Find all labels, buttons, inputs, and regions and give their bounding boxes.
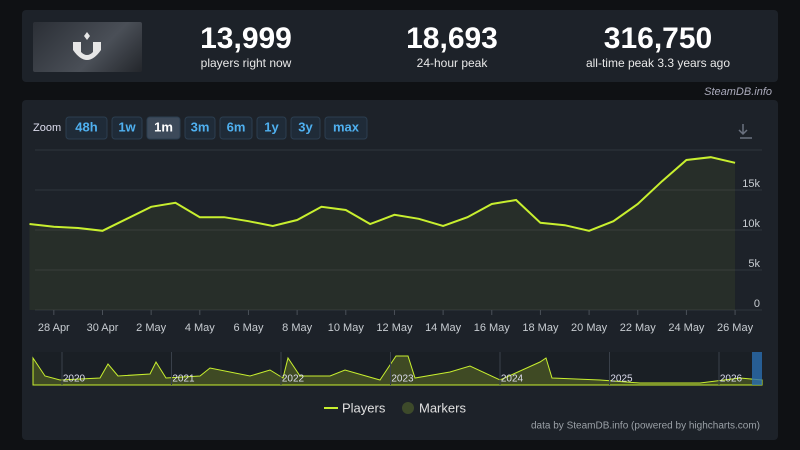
stat-value: 316,750 [603, 22, 713, 55]
zoom-button[interactable] [256, 116, 287, 140]
zoom-option[interactable]: max [333, 119, 360, 134]
zoom-option[interactable]: 3m [191, 119, 210, 134]
navigator-years: 2020 2021 2022 2023 2024 2025 2026 [61, 352, 743, 385]
zoom-option[interactable]: 3y [298, 119, 313, 134]
year-label: 2022 [282, 374, 305, 385]
x-tick-label: 24 May [668, 322, 705, 334]
x-tick-label: 8 May [282, 322, 312, 334]
zoom-button[interactable] [219, 116, 253, 140]
download-icon[interactable] [738, 124, 752, 139]
series-area [29, 157, 736, 310]
x-tick-label: 16 May [474, 322, 511, 334]
stat: 18,693 24-hour peak [352, 22, 552, 70]
zoom-option[interactable]: 6m [227, 119, 246, 134]
stats-card [22, 10, 778, 82]
y-tick-label: 5k [748, 258, 760, 270]
stat-label: 24-hour peak [416, 56, 488, 70]
navigator-handle[interactable] [752, 352, 762, 385]
stat-value: 13,999 [200, 22, 292, 55]
x-tick-label: 14 May [425, 322, 462, 334]
x-tick-label: 26 May [717, 322, 754, 334]
x-tick-label: 6 May [233, 322, 263, 334]
x-tick-label: 2 May [136, 322, 166, 334]
x-tick-label: 18 May [522, 322, 559, 334]
zoom-option[interactable]: 48h [75, 119, 97, 134]
x-tick-label: 30 Apr [87, 322, 119, 334]
legend-label[interactable]: Markers [419, 400, 466, 415]
source[interactable]: SteamDB.info [704, 86, 772, 98]
x-tick-label: 20 May [571, 322, 608, 334]
x-tick-label: 10 May [328, 322, 365, 334]
zoom-button[interactable] [184, 116, 216, 140]
x-tick-label: 28 Apr [38, 322, 70, 334]
series-line [29, 156, 736, 232]
credit[interactable]: data by SteamDB.info (powered by highcha… [531, 421, 760, 432]
legend-label[interactable]: Players [342, 400, 386, 415]
legend: Players Markers [324, 400, 466, 415]
logo [73, 32, 101, 60]
year-label: 2020 [63, 374, 86, 385]
stat-label: all-time peak 3.3 years ago [585, 56, 731, 70]
year-label: 2023 [391, 374, 414, 385]
year-label: 2024 [501, 374, 524, 385]
stat: 316,750 all-time peak 3.3 years ago [558, 22, 758, 70]
year-label: 2021 [172, 374, 195, 385]
stat-value: 18,693 [406, 22, 498, 55]
legend-marker [402, 402, 414, 414]
game-image[interactable] [33, 22, 142, 72]
zoom-button[interactable] [111, 116, 143, 140]
x-tick-label: 12 May [376, 322, 413, 334]
y-tick-label: 0 [754, 298, 760, 310]
stat-label: players right now [200, 56, 292, 70]
navigator-series [32, 355, 763, 386]
zoom-label: Zoom [33, 122, 61, 134]
x-tick-label: 22 May [620, 322, 657, 334]
zoom-option[interactable]: 1y [264, 119, 279, 134]
zoom-button[interactable] [146, 116, 181, 140]
plot: 0 5k 10k 15k 28 Apr 30 Apr 2 May 4 May 6 May 8 Ma… [29, 149, 762, 334]
zoom-option[interactable]: 1w [118, 119, 136, 134]
y-tick-label: 10k [742, 218, 760, 230]
year-label: 2026 [720, 374, 743, 385]
year-label: 2025 [610, 374, 633, 385]
y-tick-label: 15k [742, 178, 760, 190]
zoom-option[interactable]: 1m [154, 119, 173, 134]
zoom-button[interactable] [65, 116, 108, 140]
stat: 13,999 players right now [146, 22, 346, 70]
x-tick-label: 4 May [185, 322, 215, 334]
zoom-button[interactable] [290, 116, 321, 140]
zoom-buttons: 48h 1w 1m 3m 6m 1y 3y max [65, 116, 368, 140]
zoom-button[interactable] [324, 116, 368, 140]
